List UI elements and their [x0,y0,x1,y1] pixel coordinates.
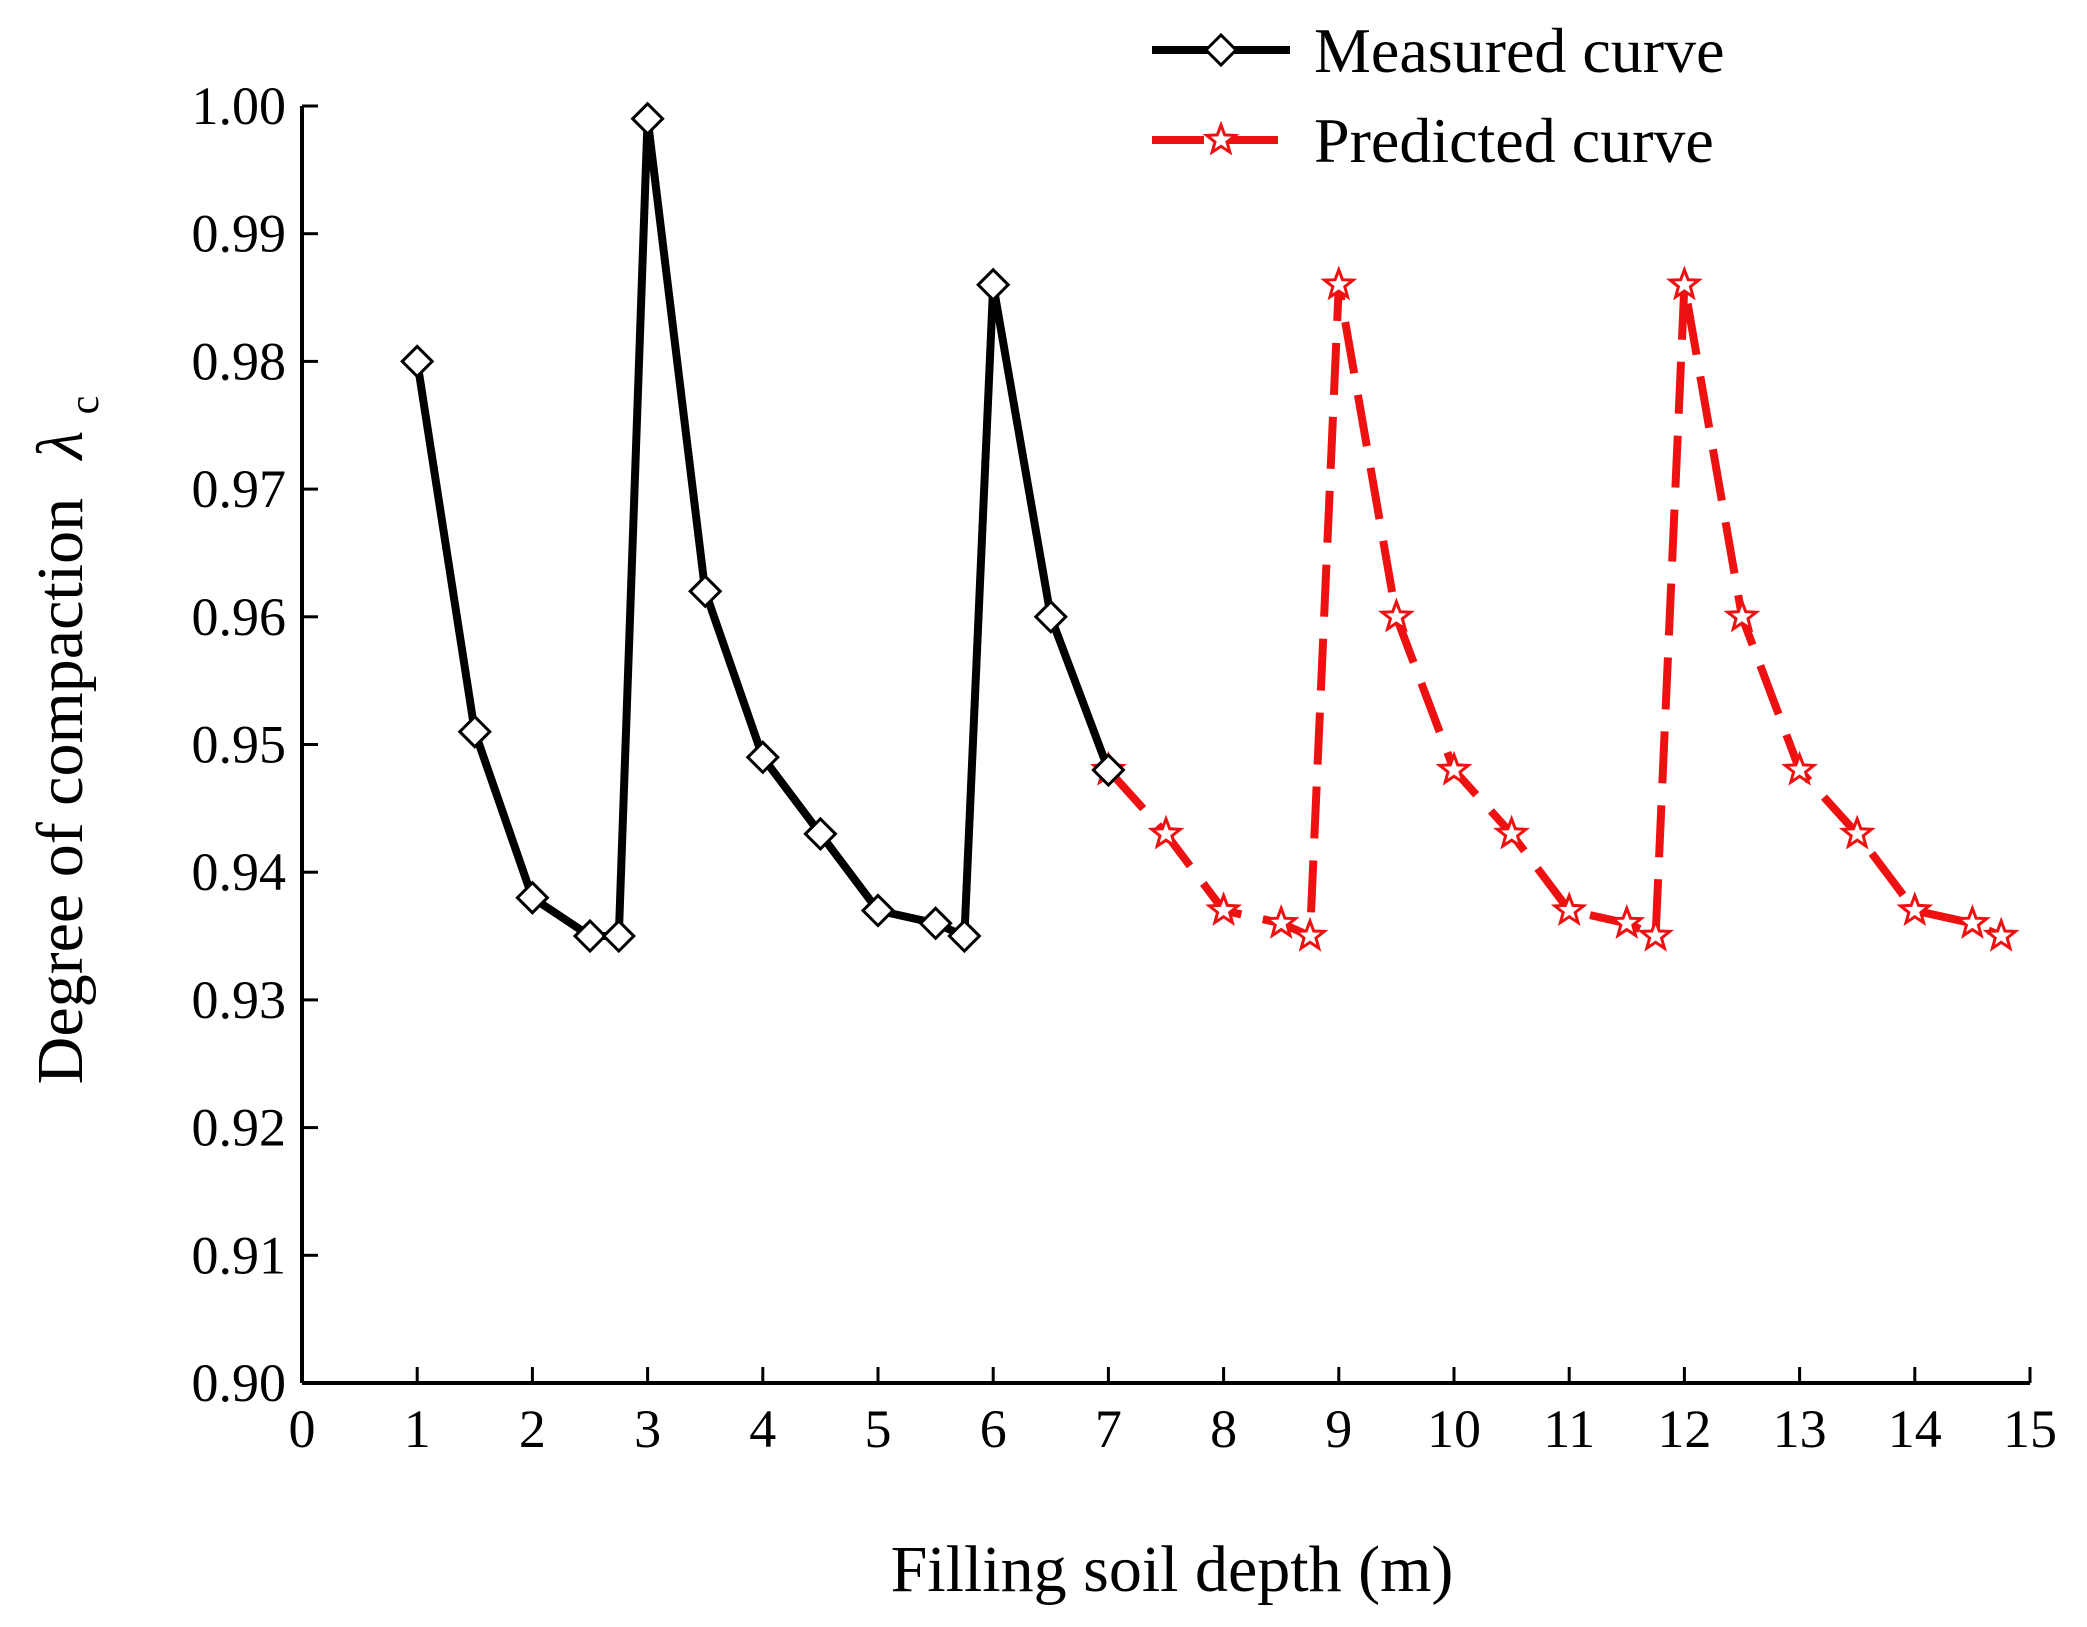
measured-point-diamond [601,918,636,954]
x-tick-label: 8 [1210,1399,1237,1459]
y-tick-label: 0.90 [192,1353,287,1413]
measured-point-diamond [976,267,1011,302]
predicted-point-star [1838,814,1876,850]
predicted-point-star [1147,814,1185,850]
predicted-point-star [1665,265,1703,301]
measured-point-diamond [860,893,896,928]
tick-marks [300,104,2032,1385]
predicted-point-star [1637,916,1675,952]
x-tick-label: 0 [289,1399,316,1459]
y-tick-label: 0.91 [192,1225,287,1285]
measured-point-diamond [803,816,838,852]
predicted-point-star [1781,750,1818,786]
x-tick-label: 7 [1095,1399,1122,1459]
measured-point-diamond [918,906,953,941]
legend-star-shape [1202,120,1240,156]
measured-point-diamond [630,101,665,136]
x-tick-label: 13 [1773,1399,1827,1459]
measured-point-diamond [515,880,550,915]
predicted-point-star [1377,597,1415,633]
y-axis-title-subscript: c [62,396,108,415]
predicted-point-star [1550,891,1588,927]
x-tick-label: 2 [519,1399,546,1459]
legend-marker-diamond-icon [1203,32,1239,68]
x-tick-label: 4 [749,1399,776,1459]
x-tick-label: 9 [1325,1399,1352,1459]
measured-point-diamond [745,740,780,775]
measured-point-diamond [572,918,608,954]
predicted-point-star [1291,916,1329,952]
legend-label-predicted: Predicted curve [1314,105,1714,176]
measured-point-diamond [947,918,982,954]
y-tick-label: 0.99 [192,204,287,264]
predicted-point-star [1435,750,1473,786]
predicted-point-star [1493,814,1531,850]
y-tick-label: 0.98 [192,331,287,391]
y-tick-label: 0.97 [192,459,287,519]
x-tick-label: 6 [980,1399,1007,1459]
x-tick-labels: 0 1 2 3 4 5 6 7 8 9 10 11 12 13 14 15 [289,1399,2058,1459]
legend-marker-star-icon [1202,120,1240,156]
y-tick-label: 0.94 [192,842,287,902]
y-tick-label: 0.95 [192,715,287,775]
y-tick-label: 0.93 [192,970,287,1030]
y-tick-label: 0.96 [192,587,287,647]
measured-point-diamond [400,344,435,379]
x-tick-label: 12 [1657,1399,1711,1459]
x-tick-label: 14 [1888,1399,1942,1459]
x-tick-label: 5 [865,1399,892,1459]
x-tick-label: 3 [634,1399,661,1459]
x-tick-label: 15 [2003,1399,2057,1459]
x-tick-label: 11 [1543,1399,1595,1459]
legend: Measured curve Predicted curve [1152,15,1724,176]
predicted-point-star [1982,916,2020,952]
predicted-point-star [1896,891,1934,927]
predicted-point-star [1262,904,1300,939]
legend-label-measured: Measured curve [1314,15,1724,86]
x-axis-title: Filling soil depth (m) [891,1533,1454,1606]
y-axis-title-symbol: λ [24,431,97,462]
measured-point-diamond [1091,752,1126,788]
measured-point-diamond [1033,599,1068,634]
predicted-point-star [1320,265,1358,301]
measured-point-diamond [688,574,723,609]
x-tick-label: 1 [404,1399,431,1459]
y-axis-title-text: Degree of compaction [24,498,97,1084]
y-tick-label: 0.92 [192,1098,287,1158]
predicted-point-star [1723,597,1761,633]
y-tick-labels: 0.90 0.91 0.92 0.93 0.94 0.95 0.96 0.97 0.98 0.99… [192,76,287,1413]
measured-point-diamond [457,714,492,749]
x-tick-label: 10 [1427,1399,1481,1459]
y-axis-title: Degree of compaction λ c [24,396,108,1085]
y-tick-label: 1.00 [192,76,287,136]
predicted-point-star [1608,904,1646,939]
predicted-point-star [1953,904,1991,939]
series-layer [400,101,2020,954]
predicted-point-star [1205,891,1242,927]
y-axis-title-group: Degree of compaction λ c [24,396,108,1085]
